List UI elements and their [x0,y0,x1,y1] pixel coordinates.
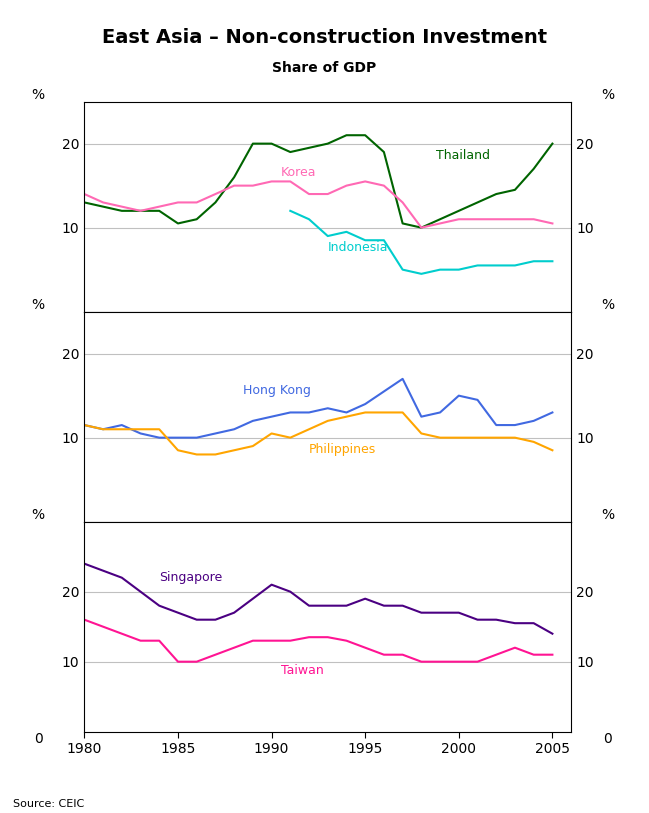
Text: Hong Kong: Hong Kong [243,384,312,397]
Text: Thailand: Thailand [436,149,491,162]
Text: %: % [32,507,45,522]
Text: East Asia – Non-construction Investment: East Asia – Non-construction Investment [102,28,547,47]
Text: Philippines: Philippines [309,443,376,456]
Text: Share of GDP: Share of GDP [273,61,376,75]
Text: Korea: Korea [281,166,317,179]
Text: %: % [32,298,45,311]
Text: Indonesia: Indonesia [328,241,388,254]
Text: %: % [32,88,45,102]
Text: %: % [601,298,614,311]
Text: %: % [601,507,614,522]
Text: 0: 0 [34,732,42,746]
Text: Source: CEIC: Source: CEIC [13,799,84,809]
Text: Taiwan: Taiwan [281,664,324,677]
Text: 0: 0 [604,732,612,746]
Text: %: % [601,88,614,102]
Text: Singapore: Singapore [159,572,223,585]
